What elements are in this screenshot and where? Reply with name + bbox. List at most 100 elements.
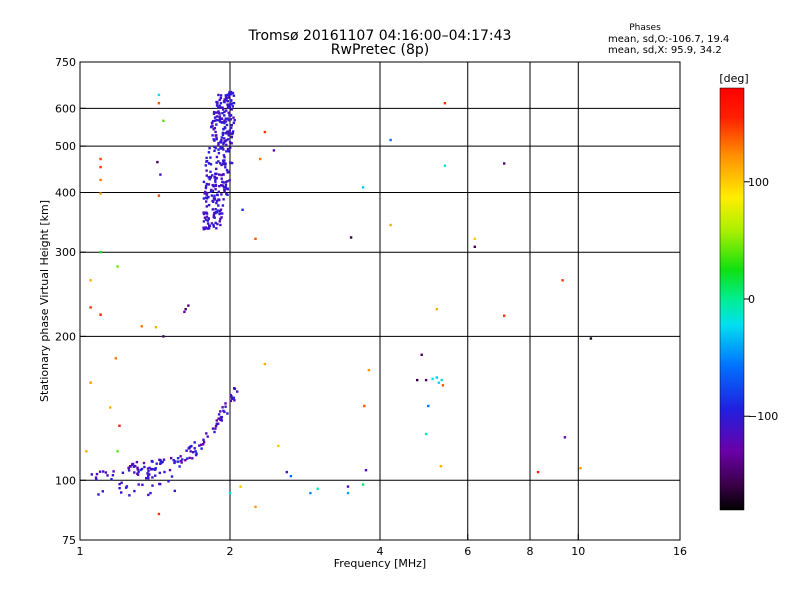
echo-point xyxy=(219,217,222,221)
echo-point xyxy=(99,313,102,316)
echo-point xyxy=(226,412,229,415)
echo-point xyxy=(209,170,212,173)
echo-point xyxy=(204,226,208,229)
echo-point xyxy=(125,485,129,488)
echo-point xyxy=(209,176,212,179)
echo-point xyxy=(225,143,228,147)
echo-point xyxy=(215,155,219,159)
echo-point xyxy=(162,335,165,338)
echo-point xyxy=(215,227,218,230)
echo-point xyxy=(218,115,221,118)
colorbar-tick-label: −100 xyxy=(748,410,778,423)
echo-point xyxy=(229,393,232,397)
echo-point xyxy=(158,482,161,486)
echo-point xyxy=(219,223,222,227)
x-axis-ticks: 1 2 4 6 8 10 16 xyxy=(77,534,687,558)
echo-point xyxy=(216,209,219,212)
echo-point xyxy=(134,464,137,468)
echo-point xyxy=(200,443,203,446)
echo-point xyxy=(95,472,99,476)
echo-point xyxy=(211,125,214,128)
echo-point xyxy=(146,474,150,478)
echo-point xyxy=(185,457,189,460)
echo-point xyxy=(214,119,217,122)
echo-point xyxy=(202,228,205,231)
echo-point xyxy=(230,93,233,96)
echo-point xyxy=(221,120,224,124)
echo-point xyxy=(229,113,233,117)
echo-point xyxy=(214,178,217,182)
echo-point xyxy=(219,140,222,143)
echo-point xyxy=(212,213,216,217)
echo-point xyxy=(227,134,230,137)
echo-point xyxy=(225,150,228,153)
echo-point xyxy=(208,147,211,150)
echo-point xyxy=(118,482,121,486)
echo-point xyxy=(198,444,201,447)
echo-point xyxy=(443,164,447,167)
echo-point xyxy=(98,470,102,473)
echo-point xyxy=(223,121,226,125)
echo-point xyxy=(213,430,216,434)
echo-point xyxy=(229,132,232,135)
echo-point xyxy=(219,162,222,165)
echo-point xyxy=(127,469,131,472)
phases-x-stats: mean, sd,X: 95.9, 34.2 xyxy=(608,45,722,56)
echo-point xyxy=(194,450,197,453)
echo-point xyxy=(168,468,172,472)
echo-point xyxy=(146,467,150,470)
echo-point xyxy=(316,487,319,490)
echo-point xyxy=(133,489,136,493)
echo-point xyxy=(220,216,223,219)
echo-point xyxy=(219,96,222,100)
echo-point xyxy=(214,134,217,137)
echo-point xyxy=(224,132,227,135)
echo-point xyxy=(120,481,123,484)
echo-point xyxy=(563,436,567,439)
echo-point xyxy=(215,177,218,180)
echo-point xyxy=(226,117,230,120)
echo-point xyxy=(209,163,213,166)
echo-point xyxy=(226,138,230,141)
echo-point xyxy=(229,118,233,121)
echo-point xyxy=(221,106,224,109)
echo-point xyxy=(367,368,371,372)
echo-point xyxy=(206,435,209,438)
echo-point xyxy=(230,124,233,127)
echo-point xyxy=(202,220,206,223)
echo-point xyxy=(226,180,229,183)
gridlines xyxy=(80,62,680,540)
echo-point xyxy=(215,123,218,126)
echo-point xyxy=(181,458,184,461)
echo-point xyxy=(214,424,218,428)
echo-point xyxy=(309,491,312,495)
echo-point xyxy=(202,443,205,446)
echo-point xyxy=(195,452,198,455)
echo-point xyxy=(219,120,222,123)
echo-point xyxy=(154,467,157,470)
echo-point xyxy=(167,480,170,483)
echo-point xyxy=(151,476,154,479)
echo-point xyxy=(233,387,237,391)
echo-point xyxy=(206,195,210,199)
echo-point xyxy=(217,151,221,155)
echo-point xyxy=(223,137,226,140)
echo-point xyxy=(219,418,223,421)
echo-point xyxy=(229,161,232,164)
echo-point xyxy=(227,170,230,174)
echo-point xyxy=(214,211,217,214)
echo-point xyxy=(215,167,218,171)
echo-point xyxy=(217,190,220,193)
phases-o-stats: mean, sd,O:-106.7, 19.4 xyxy=(608,34,729,45)
echo-point xyxy=(228,491,232,495)
echo-point xyxy=(226,147,230,151)
echo-point xyxy=(200,447,203,450)
echo-point xyxy=(223,140,226,143)
echo-point xyxy=(232,94,236,97)
y-tick-label: 300 xyxy=(55,246,76,259)
echo-point xyxy=(272,149,276,152)
data-points xyxy=(85,90,593,516)
echo-point xyxy=(194,453,198,457)
echo-point xyxy=(189,445,192,449)
echo-point xyxy=(176,457,180,460)
